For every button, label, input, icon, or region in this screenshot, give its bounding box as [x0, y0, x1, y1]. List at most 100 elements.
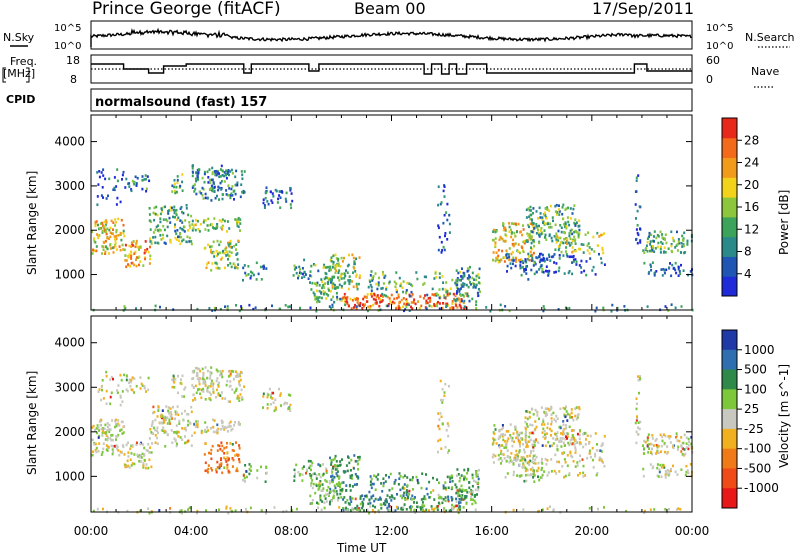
data-cell	[385, 498, 388, 501]
data-cell	[267, 393, 270, 397]
data-cell	[668, 469, 671, 473]
data-cell	[526, 468, 529, 472]
freq-panel	[90, 54, 693, 84]
data-cell	[192, 164, 194, 167]
data-cell	[385, 286, 388, 290]
ytick-label: 2000	[54, 223, 85, 237]
data-cell	[234, 192, 237, 196]
data-cell	[356, 483, 358, 486]
data-cell	[232, 190, 235, 193]
data-cell	[560, 445, 563, 448]
data-cell	[125, 443, 128, 447]
data-cell	[239, 393, 242, 396]
data-cell	[368, 307, 371, 310]
data-cell	[513, 458, 515, 462]
data-cell	[323, 292, 325, 296]
data-cell	[373, 293, 376, 297]
data-cell	[345, 489, 348, 492]
data-cell	[440, 251, 443, 254]
data-cell	[196, 174, 199, 178]
data-cell	[451, 302, 454, 305]
data-cell	[94, 220, 97, 224]
data-cell	[499, 457, 502, 460]
data-cell	[165, 218, 168, 221]
data-cell	[636, 433, 639, 436]
data-cell	[183, 427, 186, 430]
data-cell	[403, 503, 406, 506]
data-cell	[504, 240, 507, 243]
data-cell	[447, 486, 450, 490]
data-cell	[249, 465, 252, 468]
data-cell	[302, 465, 305, 468]
data-cell	[215, 470, 218, 474]
data-cell	[225, 507, 228, 510]
data-cell	[668, 472, 671, 475]
data-cell	[442, 221, 445, 225]
data-cell	[236, 467, 238, 470]
data-cell	[104, 250, 107, 254]
data-cell	[424, 294, 426, 297]
data-cell	[382, 282, 385, 285]
data-cell	[529, 468, 532, 471]
data-cell	[159, 234, 162, 237]
data-cell	[340, 272, 343, 276]
data-cell	[337, 271, 340, 275]
data-cell	[330, 469, 333, 472]
data-cell	[235, 220, 238, 223]
data-cell	[546, 426, 549, 430]
data-cell	[332, 260, 335, 264]
data-cell	[685, 470, 688, 474]
data-cell	[532, 264, 535, 267]
data-cell	[95, 446, 98, 450]
data-cell	[102, 248, 105, 251]
data-cell	[556, 417, 559, 420]
data-cell	[544, 233, 547, 237]
data-cell	[218, 508, 220, 511]
data-cell	[513, 440, 515, 444]
data-cell	[154, 428, 157, 432]
data-cell	[403, 487, 406, 490]
data-cell	[146, 247, 149, 251]
data-cell	[221, 193, 224, 196]
data-cell	[428, 509, 430, 512]
data-cell	[447, 424, 450, 428]
data-cell	[339, 489, 342, 492]
data-cell	[532, 207, 535, 210]
data-cell	[145, 463, 148, 466]
data-cell	[318, 473, 321, 476]
data-cell	[508, 460, 511, 464]
data-cell	[235, 243, 238, 246]
data-cell	[463, 489, 466, 492]
data-cell	[161, 415, 164, 418]
data-cell	[325, 467, 328, 471]
data-cell	[140, 382, 143, 386]
data-cell	[590, 248, 593, 251]
data-cell	[109, 395, 112, 399]
data-cell	[442, 302, 444, 305]
data-cell	[226, 441, 228, 445]
data-cell	[381, 286, 384, 290]
data-cell	[147, 376, 150, 380]
data-cell	[126, 509, 129, 513]
data-cell	[588, 442, 590, 445]
data-cell	[116, 391, 119, 395]
data-cell	[313, 472, 316, 475]
data-cell	[418, 306, 421, 310]
data-cell	[342, 498, 345, 501]
data-cell	[101, 450, 104, 454]
data-cell	[204, 196, 207, 200]
data-cell	[309, 270, 312, 273]
data-cell	[455, 504, 458, 508]
data-cell	[428, 496, 431, 499]
data-cell	[274, 407, 277, 410]
data-cell	[397, 307, 400, 310]
data-cell	[193, 423, 196, 426]
ytick-label: 3000	[54, 179, 85, 193]
data-cell	[154, 418, 157, 422]
data-cell	[212, 418, 214, 422]
data-cell	[540, 468, 543, 472]
data-cell	[456, 508, 459, 512]
data-cell	[447, 449, 450, 452]
data-cell	[600, 457, 603, 461]
data-cell	[174, 412, 177, 416]
